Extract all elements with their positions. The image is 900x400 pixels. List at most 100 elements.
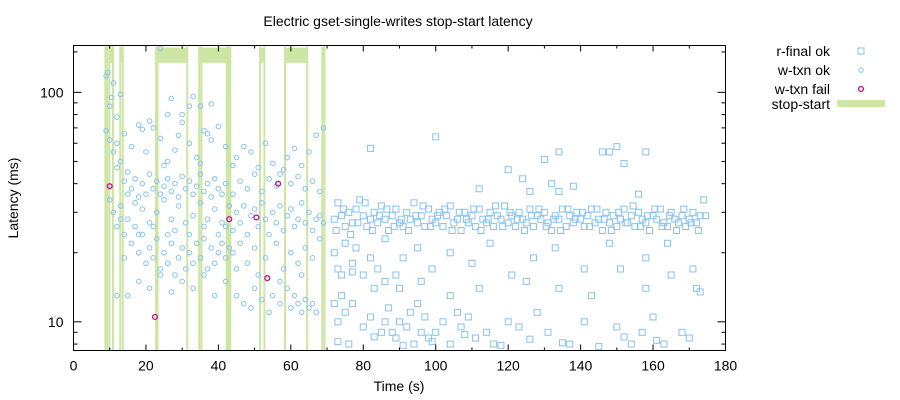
w-txn-ok-point <box>172 227 178 234</box>
stop-start-edge <box>284 46 287 351</box>
r-final-ok-point <box>569 219 577 227</box>
r-final-ok-point <box>490 223 498 231</box>
r-final-ok-point <box>613 143 621 151</box>
w-txn-ok-point <box>240 143 247 150</box>
w-txn-ok-point <box>164 111 171 118</box>
w-txn-ok-point <box>139 180 146 187</box>
r-final-ok-point <box>334 265 342 273</box>
w-txn-ok-point <box>266 176 272 182</box>
r-final-ok-point <box>586 223 594 231</box>
w-txn-ok-point <box>226 245 233 251</box>
stop-start-bar <box>105 47 108 63</box>
r-final-ok-point <box>363 223 371 231</box>
w-txn-ok-point <box>135 122 142 128</box>
r-final-ok-point <box>600 215 608 223</box>
r-final-ok-point <box>653 336 661 344</box>
w-txn-ok-point <box>179 173 185 180</box>
r-final-ok-point <box>615 208 623 216</box>
w-txn-ok-point <box>139 206 146 212</box>
w-txn-ok-point <box>215 231 222 238</box>
r-final-ok-point <box>520 227 528 235</box>
r-final-ok-point <box>530 223 538 231</box>
x-tick-label: 120 <box>496 358 520 374</box>
r-final-ok-point <box>419 202 427 210</box>
r-final-ok-point <box>504 166 512 174</box>
stop-start-bar <box>199 47 202 63</box>
r-final-ok-point <box>450 219 458 227</box>
w-txn-ok-point <box>215 249 222 256</box>
stop-start-edge <box>259 46 262 351</box>
r-final-ok-point <box>405 227 413 235</box>
stop-start-edge <box>111 46 114 351</box>
r-final-ok-point <box>511 223 519 231</box>
r-final-ok-point <box>664 223 672 231</box>
w-txn-ok-point <box>146 285 153 292</box>
w-txn-ok-point <box>284 154 291 161</box>
w-txn-ok-point <box>135 249 142 256</box>
w-txn-ok-point <box>106 103 113 110</box>
w-txn-ok-point <box>269 160 276 167</box>
w-txn-ok-point <box>222 143 229 150</box>
w-txn-ok-point <box>190 285 196 292</box>
r-final-ok-point <box>414 244 422 252</box>
w-txn-ok-point <box>117 91 124 98</box>
w-txn-fail-point <box>253 214 260 221</box>
stop-start-edge <box>225 46 228 351</box>
r-final-ok-point <box>396 318 403 326</box>
r-final-ok-point <box>345 340 353 348</box>
w-txn-ok-point <box>193 183 200 189</box>
w-txn-ok-point <box>320 220 327 226</box>
r-final-ok-point <box>613 223 621 231</box>
w-txn-ok-point <box>150 255 156 261</box>
r-final-ok-point <box>464 313 472 321</box>
w-txn-ok-point <box>309 178 316 185</box>
w-txn-ok-point <box>161 249 167 256</box>
w-txn-ok-point <box>197 171 204 177</box>
r-final-ok-point <box>330 249 338 257</box>
w-txn-ok-point <box>201 127 207 134</box>
w-txn-ok-point <box>280 227 287 234</box>
r-final-ok-point <box>348 300 356 308</box>
r-final-ok-point <box>475 185 483 193</box>
r-final-ok-point <box>406 308 414 316</box>
w-txn-ok-point <box>190 93 196 100</box>
w-txn-ok-point <box>201 236 207 242</box>
stop-start-edge <box>106 46 109 351</box>
r-final-ok-point <box>453 215 461 223</box>
w-txn-ok-point <box>269 209 276 216</box>
r-final-ok-point <box>347 231 355 239</box>
w-txn-ok-point <box>248 305 254 311</box>
r-final-ok-point <box>508 271 516 279</box>
w-txn-ok-point <box>135 194 142 200</box>
w-txn-ok-point <box>211 292 218 299</box>
r-final-ok-point <box>606 219 614 227</box>
w-txn-ok-point <box>259 296 265 303</box>
r-final-ok-point <box>482 219 490 227</box>
r-final-ok-point <box>475 205 483 213</box>
w-txn-ok-point <box>164 231 171 238</box>
r-final-ok-point <box>515 208 523 216</box>
r-final-ok-point <box>484 215 492 223</box>
w-txn-ok-point <box>208 137 214 143</box>
r-final-ok-point <box>651 205 659 213</box>
stop-start-edge <box>156 46 159 351</box>
r-final-ok-point <box>501 202 509 210</box>
r-final-ok-point <box>439 318 447 326</box>
stop-start-edge <box>227 46 230 351</box>
r-final-ok-point <box>644 212 652 220</box>
r-final-ok-point <box>377 328 385 336</box>
r-final-ok-point <box>607 227 615 235</box>
w-txn-ok-point <box>240 300 247 307</box>
w-txn-ok-point <box>208 245 214 251</box>
r-final-ok-point <box>457 323 465 331</box>
w-txn-ok-point <box>251 206 258 212</box>
w-txn-ok-point <box>154 209 160 216</box>
r-final-ok-point <box>332 227 340 235</box>
r-final-ok-point <box>569 182 577 190</box>
r-final-ok-point <box>490 340 498 348</box>
r-final-ok-point <box>587 292 595 300</box>
w-txn-ok-point <box>146 118 153 124</box>
r-final-ok-point <box>461 331 469 339</box>
r-final-ok-point <box>636 223 644 231</box>
r-final-ok-point <box>696 212 704 220</box>
